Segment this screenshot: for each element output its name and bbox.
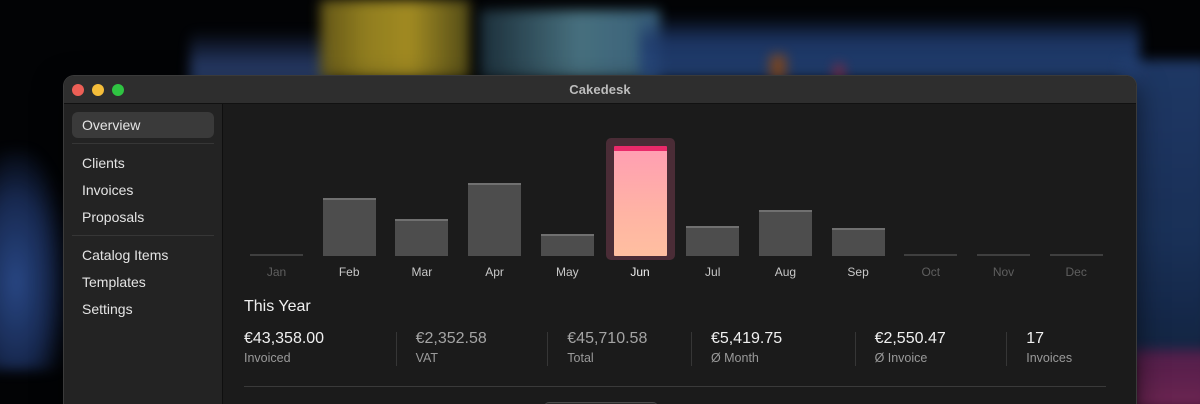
stat-value: €43,358.00 bbox=[244, 330, 325, 347]
bar-fill bbox=[686, 226, 740, 256]
stat-label: Invoiced bbox=[244, 351, 291, 365]
bar-aug[interactable]: Aug bbox=[758, 134, 812, 282]
bar-fill bbox=[1049, 254, 1103, 256]
stat-value: €2,550.47 bbox=[874, 330, 946, 347]
sidebar-item-invoices[interactable]: Invoices bbox=[82, 182, 134, 198]
month-label: Jul bbox=[705, 265, 721, 279]
stat-invoiced: €43,358.00 Invoiced bbox=[244, 330, 396, 368]
stat-vat: €2,352.58 VAT bbox=[395, 330, 548, 368]
sidebar-item-overview[interactable]: Overview bbox=[72, 112, 214, 138]
bar-fill bbox=[540, 234, 594, 256]
bar-fill bbox=[904, 254, 958, 256]
bar-feb[interactable]: Feb bbox=[322, 134, 376, 282]
stat-divider bbox=[1006, 332, 1008, 366]
sidebar-divider bbox=[72, 143, 214, 144]
month-label: Dec bbox=[1065, 265, 1087, 279]
bar-fill bbox=[468, 183, 522, 256]
section-title: This Year bbox=[244, 298, 311, 315]
title-bar[interactable]: Cakedesk bbox=[64, 76, 1136, 104]
stat-divider bbox=[690, 332, 692, 366]
bar-nov[interactable]: Nov bbox=[977, 134, 1030, 282]
sidebar-divider bbox=[72, 235, 214, 236]
stat-total: €45,710.58 Total bbox=[547, 330, 691, 368]
stat-label: Ø Month bbox=[710, 351, 759, 365]
bar-fill bbox=[758, 210, 812, 256]
sidebar-item-proposals[interactable]: Proposals bbox=[82, 209, 145, 225]
bar-fill bbox=[395, 219, 449, 256]
month-label: Oct bbox=[921, 265, 941, 279]
window-title: Cakedesk bbox=[569, 82, 631, 97]
minimize-window-button[interactable] bbox=[92, 83, 104, 96]
month-label: Sep bbox=[847, 265, 869, 279]
stat-divider bbox=[547, 332, 549, 366]
bar-apr[interactable]: Apr bbox=[468, 134, 522, 282]
monthly-revenue-chart: Jan Feb Mar Apr May Jun Jul Aug Sep Oct Nov Dec bbox=[244, 134, 1110, 282]
bar-oct[interactable]: Oct bbox=[904, 134, 958, 282]
sidebar: Overview Clients Invoices Proposals Cata… bbox=[64, 104, 223, 404]
bar-fill bbox=[831, 228, 885, 256]
month-label: Jan bbox=[266, 265, 287, 279]
month-label: Aug bbox=[774, 265, 797, 279]
bar-fill bbox=[977, 254, 1030, 256]
stat-invoice: €2,550.47 Ø Invoice bbox=[854, 330, 1007, 368]
month-label: Nov bbox=[992, 265, 1015, 279]
bar-mar[interactable]: Mar bbox=[395, 134, 449, 282]
month-label: Feb bbox=[338, 265, 360, 279]
divider bbox=[244, 386, 1106, 387]
stat-value: €5,419.75 bbox=[710, 330, 783, 347]
bar-jun[interactable]: Jun bbox=[605, 134, 675, 282]
stat-label: VAT bbox=[415, 351, 439, 365]
stat-divider bbox=[854, 332, 856, 366]
bar-dec[interactable]: Dec bbox=[1049, 134, 1103, 282]
stat-value: €45,710.58 bbox=[567, 330, 648, 347]
stat-label: Total bbox=[567, 351, 594, 365]
summary-stats: €43,358.00 Invoiced €2,352.58 VAT €45,710.58… bbox=[244, 330, 1106, 370]
stat-label: Ø Invoice bbox=[874, 351, 928, 365]
sidebar-item-settings[interactable]: Settings bbox=[82, 301, 133, 317]
bar-jan[interactable]: Jan bbox=[250, 134, 303, 282]
app-window: Cakedesk Overview Clients Invoices Propo… bbox=[64, 76, 1136, 404]
close-window-button[interactable] bbox=[72, 83, 84, 96]
bar-fill bbox=[613, 146, 667, 256]
sidebar-item-clients[interactable]: Clients bbox=[82, 155, 125, 171]
stat-value: €2,352.58 bbox=[415, 330, 487, 347]
stat-label: Invoices bbox=[1026, 351, 1073, 365]
bar-sep[interactable]: Sep bbox=[831, 134, 885, 282]
window-controls bbox=[64, 83, 124, 96]
stat-divider bbox=[395, 332, 397, 366]
bar-fill bbox=[250, 254, 303, 256]
stat-invoices: 17 Invoices bbox=[1006, 330, 1106, 368]
month-label: May bbox=[555, 265, 579, 279]
maximize-window-button[interactable] bbox=[112, 83, 124, 96]
stat-month: €5,419.75 Ø Month bbox=[690, 330, 855, 368]
segmented-control[interactable] bbox=[544, 402, 658, 404]
month-label: Jun bbox=[630, 265, 650, 279]
sidebar-item-templates[interactable]: Templates bbox=[82, 274, 146, 290]
month-label: Mar bbox=[411, 265, 433, 279]
overview-content: Jan Feb Mar Apr May Jun Jul Aug Sep Oct Nov Dec Thi… bbox=[224, 104, 1136, 404]
bar-jul[interactable]: Jul bbox=[686, 134, 740, 282]
bar-fill bbox=[322, 198, 376, 256]
month-label: Apr bbox=[485, 265, 504, 279]
stat-value: 17 bbox=[1026, 330, 1045, 347]
sidebar-item-catalog-items[interactable]: Catalog Items bbox=[82, 247, 169, 263]
bar-may[interactable]: May bbox=[540, 134, 594, 282]
